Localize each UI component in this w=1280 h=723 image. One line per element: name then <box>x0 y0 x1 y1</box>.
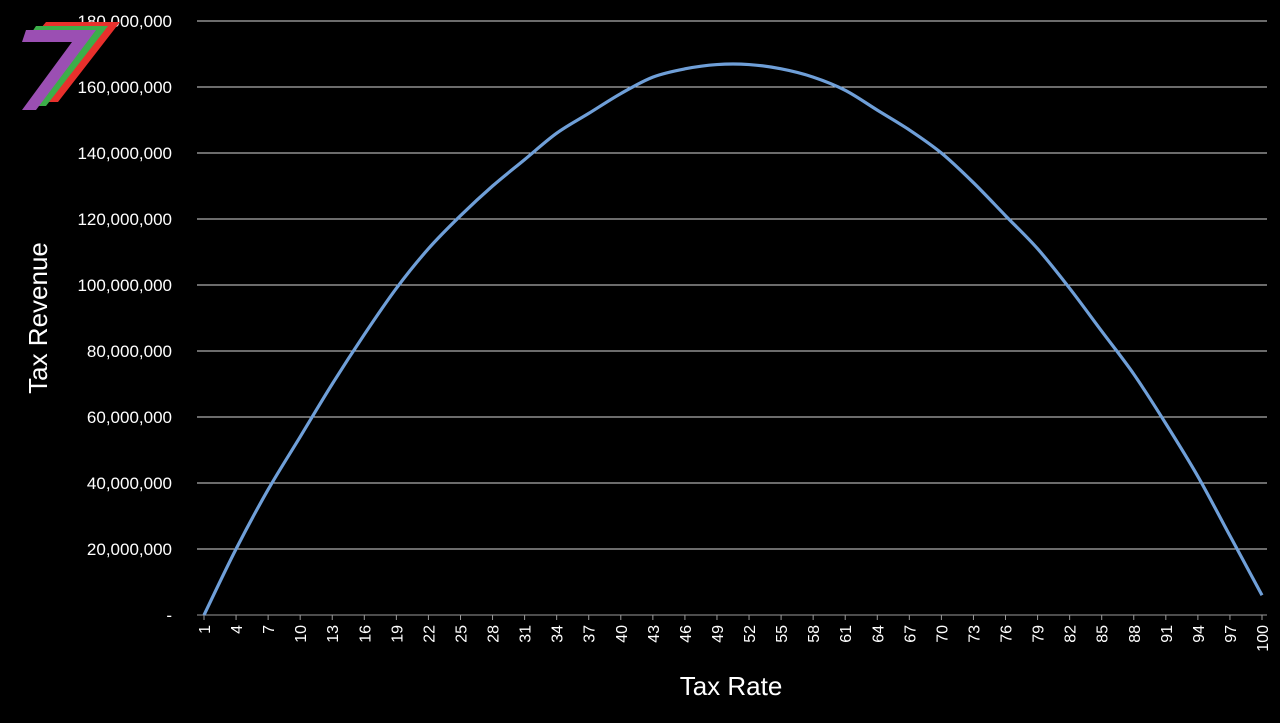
gridlines <box>197 20 1267 616</box>
stripe-seven-logo <box>22 22 120 110</box>
y-tick-label: - <box>166 606 172 625</box>
x-tick-label: 82 <box>1063 625 1080 643</box>
x-tick-label: 28 <box>486 625 503 643</box>
x-tick-label: 10 <box>293 625 310 643</box>
x-tick-label: 19 <box>389 625 406 643</box>
y-tick-label: 60,000,000 <box>87 408 172 427</box>
x-tick-label: 94 <box>1191 625 1208 643</box>
y-tick-label: 160,000,000 <box>77 78 172 97</box>
x-tick-label: 49 <box>710 625 727 643</box>
x-tick-label: 37 <box>582 625 599 643</box>
y-tick-label: 20,000,000 <box>87 540 172 559</box>
x-tick-label: 4 <box>229 625 246 634</box>
x-tick-label: 79 <box>1031 625 1048 643</box>
x-axis-title: Tax Rate <box>680 671 783 701</box>
x-tick-label: 13 <box>325 625 342 643</box>
x-tick-label: 70 <box>934 625 951 643</box>
x-tick-label: 16 <box>357 625 374 643</box>
x-tick-label: 46 <box>678 625 695 643</box>
x-tick-label: 100 <box>1255 625 1272 652</box>
x-tick-label: 25 <box>453 625 470 643</box>
x-tick-label: 76 <box>999 625 1016 643</box>
x-axis-ticks: 1 4 7 10 13 16 19 22 25 28 31 34 37 40 43 46 49 52 55 58 61 6… <box>197 615 1272 652</box>
x-tick-label: 88 <box>1127 625 1144 643</box>
y-tick-label: 140,000,000 <box>77 144 172 163</box>
series-line <box>202 62 1264 616</box>
y-tick-label: 120,000,000 <box>77 210 172 229</box>
x-tick-label: 7 <box>261 625 278 634</box>
x-tick-label: 40 <box>614 625 631 643</box>
x-tick-label: 1 <box>197 625 214 634</box>
x-tick-label: 67 <box>902 625 919 643</box>
y-axis-ticks: - 20,000,000 40,000,000 60,000,000 80,000,00… <box>77 12 172 625</box>
x-tick-label: 34 <box>550 625 567 643</box>
x-tick-label: 22 <box>421 625 438 643</box>
y-tick-label: 40,000,000 <box>87 474 172 493</box>
x-tick-label: 31 <box>518 625 535 643</box>
y-tick-label: 80,000,000 <box>87 342 172 361</box>
y-tick-label: 100,000,000 <box>77 276 172 295</box>
x-tick-label: 91 <box>1159 625 1176 643</box>
x-tick-label: 52 <box>742 625 759 643</box>
x-tick-label: 97 <box>1223 625 1240 643</box>
x-tick-label: 61 <box>838 625 855 643</box>
y-axis-title: Tax Revenue <box>23 242 53 394</box>
x-tick-label: 55 <box>774 625 791 643</box>
x-tick-label: 85 <box>1095 625 1112 643</box>
x-tick-label: 58 <box>806 625 823 643</box>
x-tick-label: 43 <box>646 625 663 643</box>
x-tick-label: 64 <box>870 625 887 643</box>
x-tick-label: 73 <box>966 625 983 643</box>
